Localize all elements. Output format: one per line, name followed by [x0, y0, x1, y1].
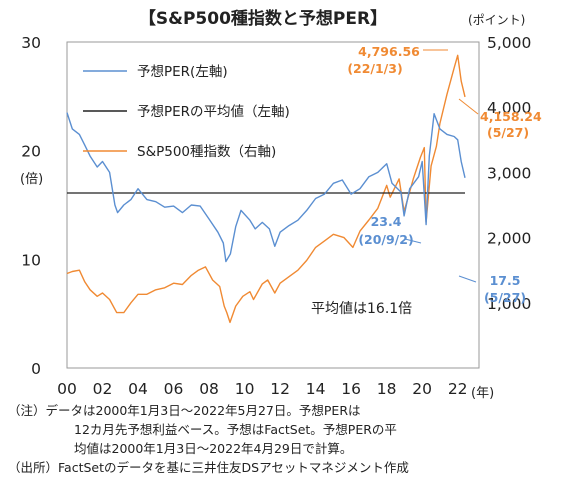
annotation-sp500-last-leader [458, 98, 479, 115]
annotation-per-last-date: (5/27) [484, 290, 526, 305]
annotation-sp500-last: 4,158.24 (5/27) [458, 98, 542, 140]
right-axis-tick-label: 1,000 [487, 295, 531, 313]
annotation-per-peak: 23.4 (20/9/2) [358, 214, 422, 247]
x-axis-tick-label: 22 [448, 380, 468, 398]
x-axis-ticks: 00 02 04 06 08 10 12 14 16 18 20 22 [57, 380, 467, 398]
legend: 予想PER(左軸) 予想PERの平均値（左軸) S&P500種指数（右軸) [83, 64, 290, 160]
legend-label-per-average: 予想PERの平均値（左軸) [137, 104, 290, 120]
right-axis-tick-label: 3,000 [487, 164, 531, 182]
x-axis-tick-label: 06 [164, 380, 184, 398]
x-axis-tick-label: 16 [341, 380, 361, 398]
left-axis-tick-label: 20 [21, 143, 41, 161]
annotation-per-peak-value: 23.4 [371, 214, 402, 229]
legend-label-per: 予想PER(左軸) [137, 64, 228, 80]
per-series-line [66, 112, 466, 263]
chart: 【S&P500種指数と予想PER】 0 10 20 30 1,000 2,000 3,00… [20, 8, 542, 401]
x-axis-tick-label: 04 [128, 380, 148, 398]
x-axis-tick-label: 14 [306, 380, 326, 398]
note-source: （出所）FactSetのデータを基に三井住友DSアセットマネジメント作成 [8, 460, 409, 475]
note-line-2: 12カ月先予想利益ベース。予想はFactSet。予想PERの平 [74, 422, 397, 437]
right-axis-ticks: 1,000 2,000 3,000 4,000 5,000 [487, 34, 531, 313]
annotation-sp500-peak-date: (22/1/3) [347, 61, 402, 76]
left-axis-tick-label: 30 [21, 34, 41, 52]
x-axis-tick-label: 18 [377, 380, 397, 398]
right-axis-unit: (ポイント) [468, 13, 525, 27]
annotation-per-last: 17.5 (5/27) [458, 273, 526, 305]
chart-title: 【S&P500種指数と予想PER】 [139, 8, 387, 29]
sp500-series-line [66, 54, 466, 324]
annotation-per-last-leader [458, 275, 477, 283]
x-axis-tick-label: 08 [199, 380, 219, 398]
x-axis-tick-label: 10 [235, 380, 255, 398]
chart-lines [66, 54, 466, 324]
x-axis-tick-label: 02 [93, 380, 113, 398]
annotation-sp500-peak: 4,796.56 (22/1/3) [347, 44, 448, 76]
x-axis-tick-label: 00 [57, 380, 77, 398]
annotation-sp500-last-value: 4,158.24 [480, 109, 542, 124]
legend-label-sp500: S&P500種指数（右軸) [137, 144, 276, 160]
note-line-3: 均値は2000年1月3日～2022年4月29日で計算。 [74, 441, 353, 456]
x-axis-tick-label: 12 [270, 380, 290, 398]
annotation-per-peak-date: (20/9/2) [358, 232, 413, 247]
annotation-sp500-peak-value: 4,796.56 [358, 44, 420, 59]
annotation-sp500-last-date: (5/27) [487, 125, 529, 140]
left-axis-ticks: 0 10 20 30 [21, 34, 41, 378]
left-axis-unit: (倍) [20, 172, 43, 187]
annotation-per-peak-leader [404, 238, 422, 244]
average-line-label: 平均値は16.1倍 [311, 301, 412, 317]
right-axis-tick-label: 2,000 [487, 230, 531, 248]
plot-frame [66, 41, 480, 369]
left-axis-tick-label: 0 [31, 360, 41, 378]
x-axis-tick-label: 20 [412, 380, 432, 398]
annotation-per-last-value: 17.5 [490, 273, 521, 288]
note-line-1: （注）データは2000年1月3日～2022年5月27日。予想PERは [8, 403, 361, 418]
right-axis-tick-label: 5,000 [487, 34, 531, 52]
left-axis-tick-label: 10 [21, 251, 41, 269]
x-axis-unit: (年) [471, 386, 494, 401]
right-axis-tick-label: 4,000 [487, 99, 531, 117]
